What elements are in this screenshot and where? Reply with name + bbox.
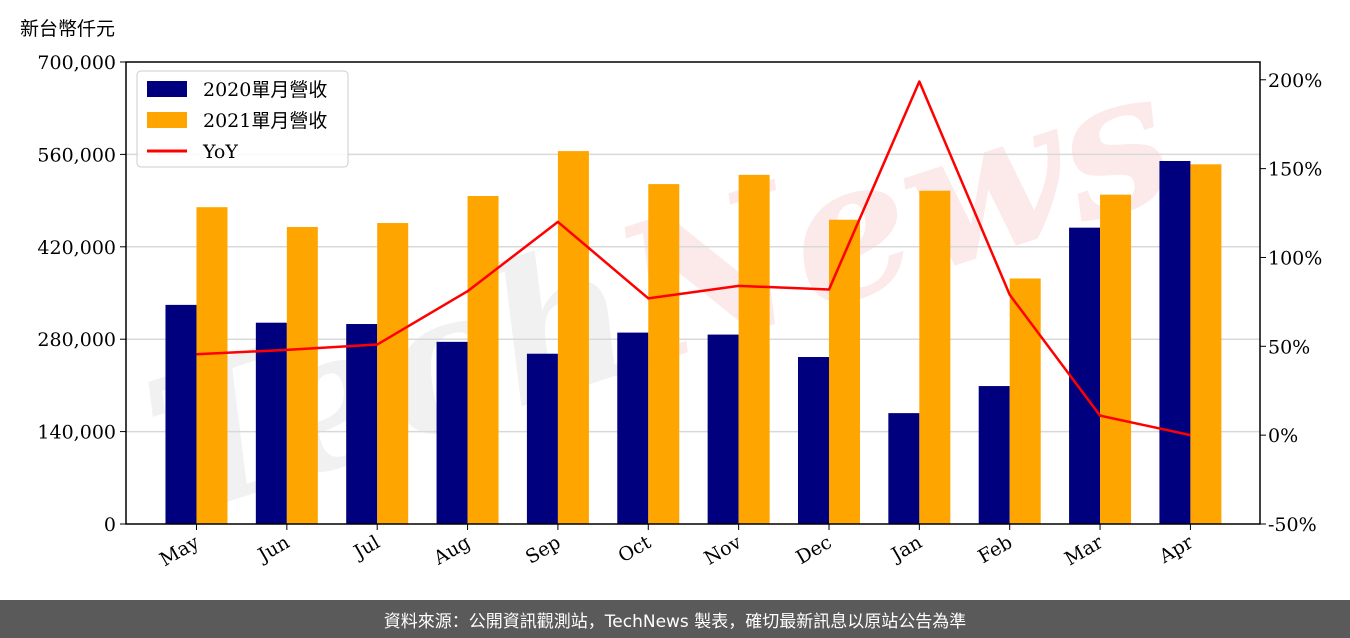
bars: [165, 151, 1222, 525]
y-tick-label: 140,000: [37, 422, 116, 444]
legend-swatch: [147, 81, 187, 97]
bar-2020: [346, 324, 378, 524]
bar-2021: [828, 219, 860, 525]
bar-2020: [255, 322, 287, 524]
bar-2021: [1100, 194, 1132, 524]
x-tick-label: Mar: [1061, 531, 1107, 570]
bar-2020: [436, 341, 468, 524]
bar-2020: [707, 334, 739, 524]
bar-2020: [617, 332, 649, 524]
x-tick-label: May: [156, 531, 203, 571]
legend: 2020單月營收 2021單月營收 YoY: [136, 70, 349, 168]
bar-2021: [467, 195, 499, 525]
y2-tick-label: 100%: [1268, 247, 1322, 269]
x-tick-label: Jan: [886, 531, 926, 567]
bar-2020: [978, 386, 1010, 524]
revenue-chart: 0 140,000 280,000 420,000 560,000 700,000 -50%…: [37, 52, 1322, 571]
x-tick-label: Apr: [1155, 531, 1198, 568]
y-tick-label: 700,000: [37, 52, 116, 74]
x-tick-label: Dec: [792, 531, 835, 569]
bar-2021: [286, 227, 318, 524]
bar-2020: [1159, 161, 1191, 524]
x-tick-label: Aug: [429, 531, 474, 570]
bar-2020: [888, 413, 920, 524]
bar-2021: [196, 207, 228, 524]
y2-tick-label: 200%: [1268, 70, 1322, 92]
y2-tick-label: 150%: [1268, 159, 1322, 181]
legend-label: 2020單月營收: [203, 79, 327, 101]
bar-2021: [1190, 164, 1222, 525]
x-tick-label: Jun: [253, 531, 294, 567]
bar-2021: [557, 151, 589, 524]
x-tick-label: Feb: [974, 531, 1016, 568]
x-tick-label: Oct: [614, 531, 655, 567]
x-tick-label: Jul: [349, 531, 384, 564]
bar-2021: [648, 184, 680, 524]
x-tick-label: Sep: [522, 531, 565, 568]
legend-label: 2021單月營收: [203, 110, 327, 132]
bar-2020: [526, 353, 558, 524]
y2-tick-label: 50%: [1268, 336, 1310, 358]
bar-2021: [377, 223, 409, 525]
yoy-polyline: [196, 80, 1191, 437]
bar-2020: [165, 304, 197, 524]
y-tick-label: 280,000: [37, 329, 116, 351]
y2-tick-label: 0%: [1268, 425, 1298, 447]
x-tick-label: Nov: [701, 531, 746, 570]
bar-2020: [797, 357, 829, 524]
y2-tick-label: -50%: [1268, 514, 1317, 536]
legend-box: [136, 70, 349, 168]
bar-2021: [738, 174, 770, 525]
plot-frame: [125, 61, 1261, 525]
legend-swatch: [147, 112, 187, 128]
bar-2021: [919, 190, 951, 524]
bar-2021: [1009, 278, 1041, 524]
bar-2020: [1069, 227, 1101, 524]
y-tick-label: 0: [104, 514, 116, 536]
y-tick-label: 420,000: [37, 237, 116, 259]
legend-label: YoY: [202, 141, 238, 163]
y-axis-unit-label: 新台幣仟元: [20, 18, 116, 40]
yoy-line: [196, 80, 1191, 437]
y-tick-label: 560,000: [37, 144, 116, 166]
source-footer: 資料來源：公開資訊觀測站，TechNews 製表，確切最新訊息以原站公告為準: [0, 600, 1350, 638]
